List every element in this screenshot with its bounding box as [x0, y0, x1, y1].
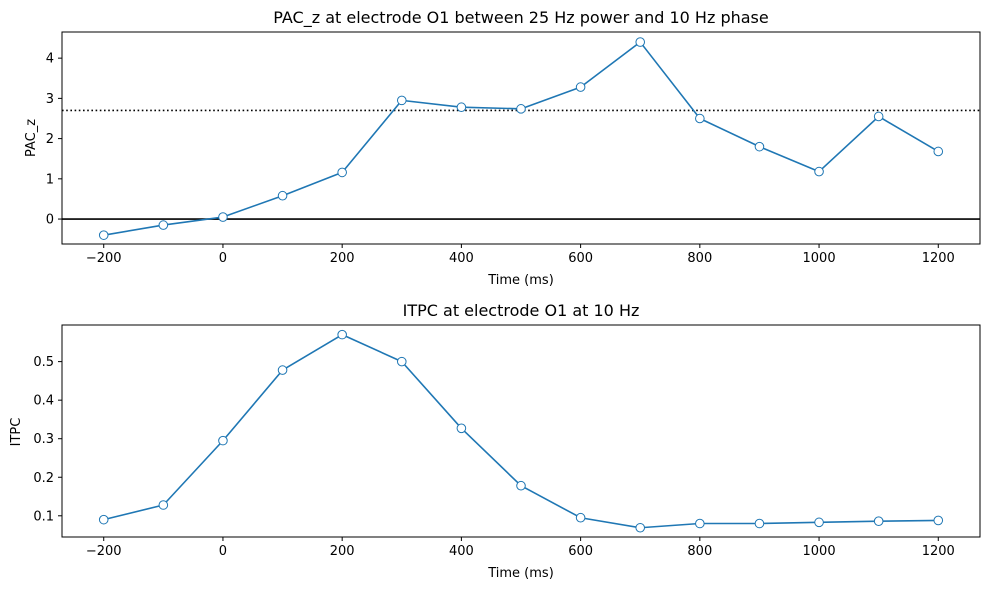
- pac-z-data-point: [575, 82, 586, 92]
- itpc-y-tick-label: 0.4: [33, 394, 54, 409]
- pac-z-chart-title: PAC_z at electrode O1 between 25 Hz powe…: [273, 8, 768, 28]
- pac-z-data-point: [695, 113, 705, 124]
- itpc-plot-area: −200 0 200 400 600 800 1000 1200 0.1 0.2 0.3 0.4 0.5: [33, 324, 981, 559]
- itpc-data-point: [337, 329, 347, 340]
- pac-z-data-point: [456, 102, 467, 113]
- pac-z-x-tick-label: 400: [449, 251, 474, 266]
- pac-z-y-tick-label: 2: [46, 132, 54, 147]
- itpc-y-tick-label: 0.2: [33, 471, 54, 486]
- itpc-chart-title: ITPC at electrode O1 at 10 Hz: [403, 301, 640, 320]
- itpc-axes-frame: [61, 324, 981, 538]
- pac-z-data-point: [98, 230, 109, 240]
- itpc-data-point: [814, 517, 824, 528]
- itpc-data-point: [396, 356, 407, 367]
- pac-z-plot-area: −200 0 200 400 600 800 1000 1200 0 1 2 3 4: [46, 31, 981, 266]
- pac-z-panel: PAC_z at electrode O1 between 25 Hz powe…: [24, 8, 981, 288]
- itpc-data-point: [873, 516, 884, 526]
- itpc-y-tick-label: 0.1: [33, 509, 54, 524]
- itpc-y-tick-label: 0.3: [33, 432, 54, 447]
- pac-z-data-point: [873, 111, 884, 122]
- itpc-data-point: [456, 423, 467, 434]
- itpc-x-tick-label: 1200: [922, 544, 955, 559]
- pac-z-x-tick-label: −200: [86, 251, 122, 266]
- pac-z-data-point: [933, 146, 944, 157]
- pac-z-x-tick-label: 0: [219, 251, 227, 266]
- itpc-data-point: [635, 522, 646, 533]
- pac-z-data-point: [277, 190, 288, 201]
- pac-z-x-tick-label: 800: [687, 251, 712, 266]
- pac-z-x-tick-label: 600: [568, 251, 593, 266]
- pac-z-data-point: [754, 141, 765, 152]
- itpc-data-point: [754, 518, 765, 529]
- pac-z-y-tick-label: 4: [46, 52, 54, 67]
- pac-z-data-point: [337, 167, 347, 178]
- itpc-x-tick-label: 800: [687, 544, 712, 559]
- pac-z-data-point: [814, 166, 824, 177]
- itpc-y-axis-label: ITPC: [9, 418, 24, 447]
- pac-z-x-tick-label: 200: [330, 251, 355, 266]
- pac-z-y-tick-label: 0: [46, 213, 54, 228]
- itpc-x-tick-label: 0: [219, 544, 227, 559]
- itpc-panel: ITPC at electrode O1 at 10 Hz Time (ms) …: [9, 301, 981, 581]
- pac-z-data-point: [635, 37, 646, 47]
- pac-z-data-point: [158, 220, 169, 230]
- itpc-y-tick-label: 0.5: [33, 355, 54, 370]
- itpc-data-point: [277, 365, 288, 375]
- pac-z-x-tick-label: 1200: [922, 251, 955, 266]
- pac-z-x-tick-label: 1000: [803, 251, 836, 266]
- pac-z-data-point: [516, 104, 526, 114]
- itpc-data-point: [575, 512, 586, 523]
- itpc-data-point: [218, 435, 228, 446]
- pac-z-series-line: [103, 41, 939, 236]
- itpc-data-point: [933, 515, 944, 526]
- itpc-x-tick-label: 1000: [803, 544, 836, 559]
- itpc-series-line: [103, 333, 939, 529]
- pac-z-y-axis-label: PAC_z: [24, 119, 39, 157]
- pac-z-axes-frame: [61, 31, 981, 245]
- itpc-data-point: [695, 518, 705, 529]
- itpc-x-axis-label: Time (ms): [487, 566, 554, 581]
- pac-z-data-point: [396, 95, 407, 106]
- itpc-data-point: [158, 500, 169, 510]
- itpc-x-tick-label: 400: [449, 544, 474, 559]
- itpc-x-tick-label: 200: [330, 544, 355, 559]
- pac-z-data-point: [218, 212, 228, 222]
- pac-z-y-tick-label: 1: [46, 172, 54, 187]
- pac-z-x-axis-label: Time (ms): [487, 273, 554, 288]
- itpc-data-point: [516, 480, 526, 491]
- pac-z-y-tick-label: 3: [46, 92, 54, 107]
- itpc-x-tick-label: −200: [86, 544, 122, 559]
- itpc-data-point: [98, 514, 109, 525]
- itpc-x-tick-label: 600: [568, 544, 593, 559]
